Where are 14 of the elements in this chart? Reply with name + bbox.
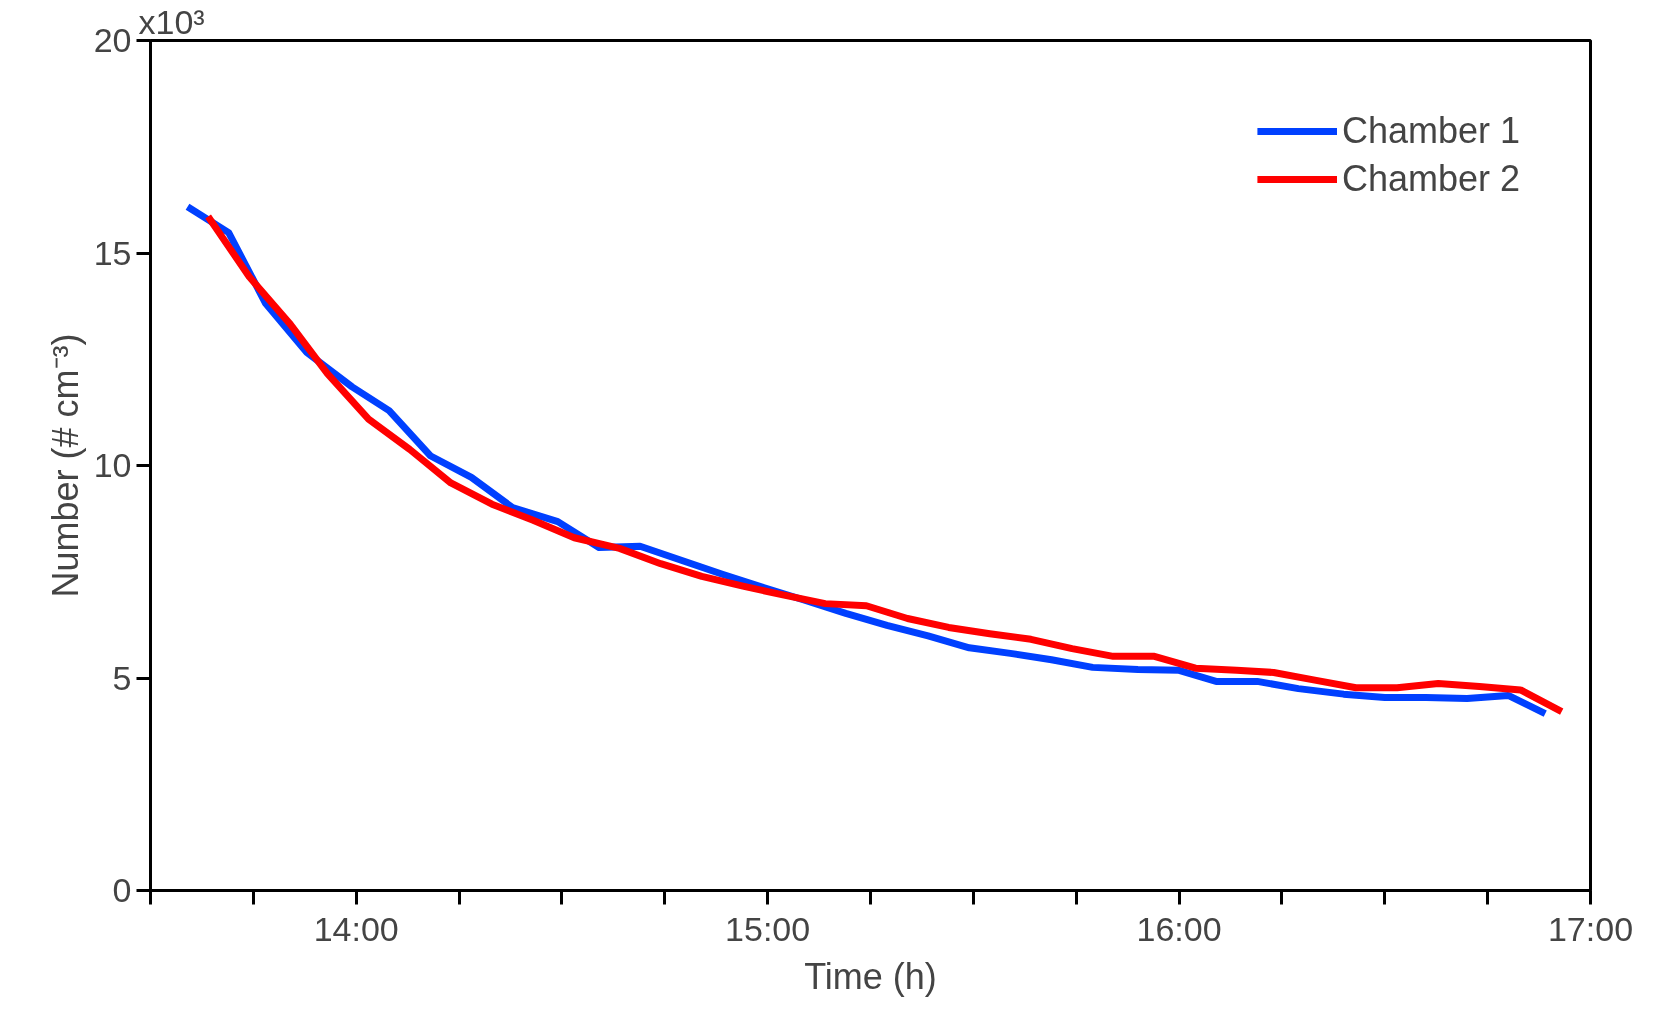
legend-label: Chamber 2	[1341, 158, 1520, 200]
y-axis-title: Number (# cm⁻³)	[44, 333, 86, 598]
y-tick-label: 5	[112, 658, 132, 697]
y-tick-label: 10	[93, 446, 132, 484]
y-tick-label: 20	[93, 21, 132, 59]
text: x10³	[138, 2, 205, 41]
legend-label: Chamber 1	[1341, 110, 1520, 152]
x-tick-label: 17:00	[1547, 909, 1634, 948]
x-tick-label: 15:00	[725, 909, 811, 948]
x-tick-label: 16:00	[1136, 909, 1222, 948]
x-tick-label: 14:00	[313, 909, 399, 948]
y-tick-label: 0	[112, 871, 132, 909]
y-tick-label: 15	[93, 233, 132, 272]
x-axis-title: Time (h)	[804, 955, 937, 997]
